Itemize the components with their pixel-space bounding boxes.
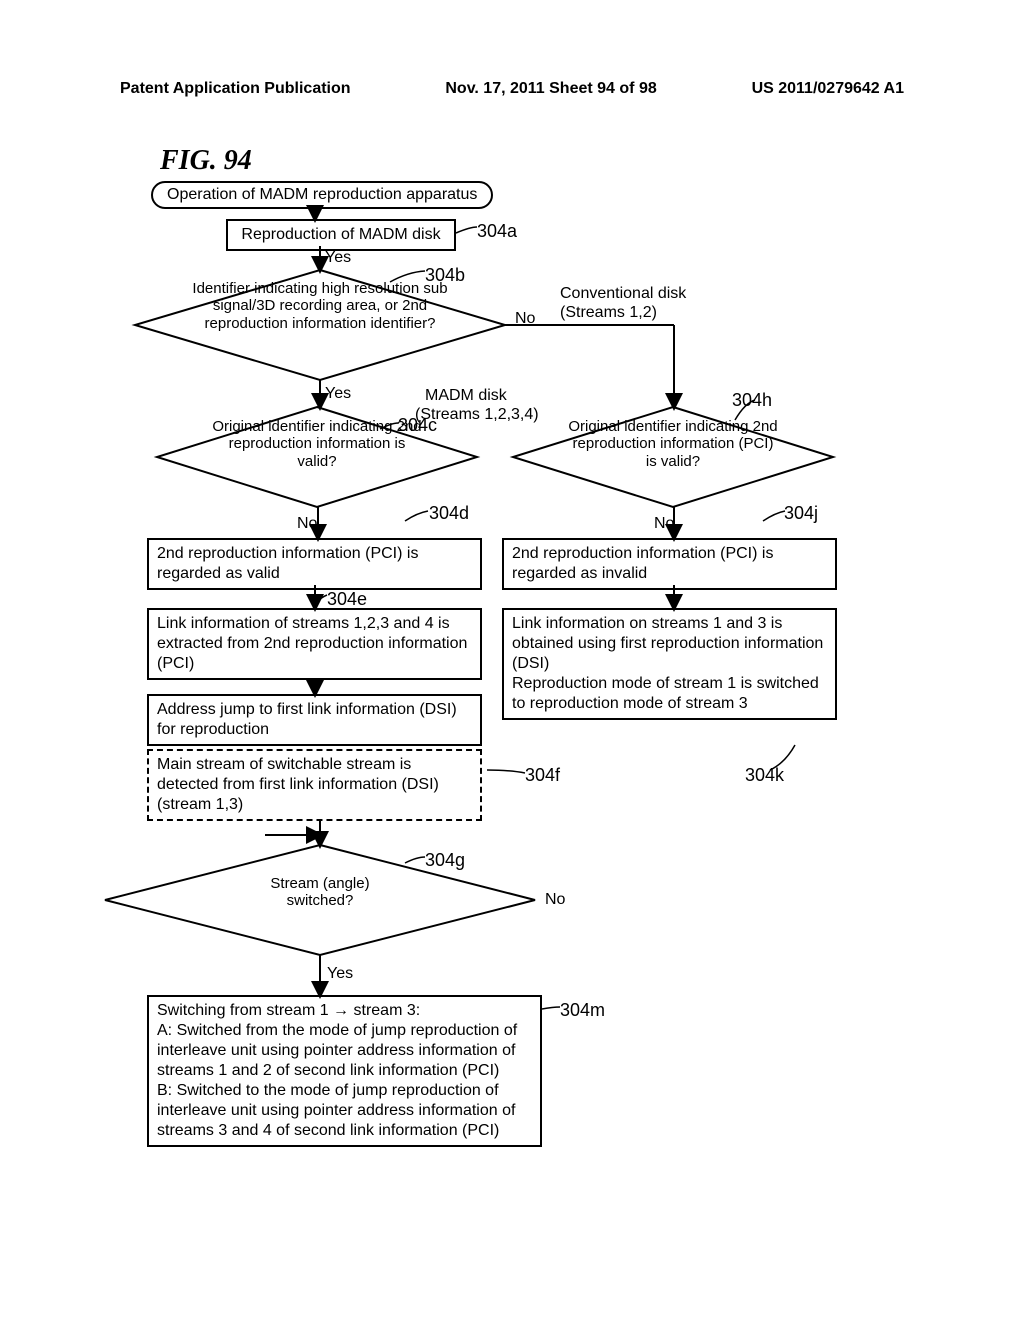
header-right: US 2011/0279642 A1 <box>752 80 904 98</box>
header-left: Patent Application Publication <box>120 80 351 98</box>
flowchart-arrows <box>115 145 905 1265</box>
header-middle: Nov. 17, 2011 Sheet 94 of 98 <box>445 80 656 98</box>
flowchart-canvas: FIG. 94 Operation of MADM reproduction a… <box>115 145 905 1265</box>
